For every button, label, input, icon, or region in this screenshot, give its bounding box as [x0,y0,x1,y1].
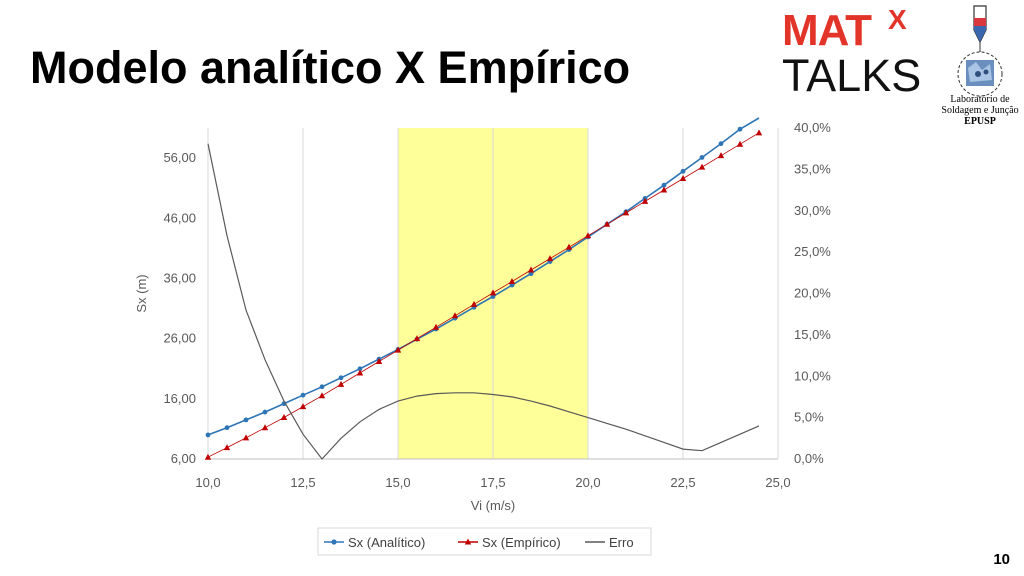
data-point-empirico [242,434,250,441]
legend-marker [464,538,472,545]
data-point-empirico [660,186,668,193]
y2-tick-label: 30,0% [794,203,831,218]
data-point-empirico [641,197,649,204]
page-number: 10 [993,551,1010,568]
data-point-empirico [565,243,573,250]
y-tick-label: 46,00 [163,210,196,225]
data-point-analitico [338,375,344,381]
data-point-empirico [223,444,231,451]
data-point-empirico [432,323,440,330]
data-point-empirico [717,152,725,159]
logo-talks-text: TALKS [782,50,922,101]
y2-tick-label: 15,0% [794,327,831,342]
y-tick-label: 16,00 [163,391,196,406]
data-point-analitico [357,366,363,372]
y-tick-label: 26,00 [163,331,196,346]
legend-marker [331,539,337,545]
y2-tick-label: 40,0% [794,120,831,135]
y-tick-label: 36,00 [163,270,196,285]
series-line-2 [207,143,760,460]
data-point-analitico [680,168,686,174]
data-point-empirico [204,453,212,460]
y2-tick-label: 5,0% [794,410,824,425]
data-point-empirico [394,346,402,353]
lab-emblem-icon [957,5,1003,97]
data-point-empirico [508,277,516,284]
legend-label: Sx (Empírico) [482,535,561,550]
data-point-empirico [261,424,269,431]
data-point-empirico [356,369,364,376]
y2-tick-label: 25,0% [794,244,831,259]
x-tick-label: 17,5 [480,475,505,490]
data-point-analitico [661,182,667,188]
matx-talks-logo: MAT X TALKS [778,4,948,102]
data-point-empirico [679,175,687,182]
data-point-analitico [737,126,743,132]
x-tick-label: 12,5 [290,475,315,490]
y2-tick-label: 0,0% [794,451,824,466]
data-point-analitico [319,384,325,390]
data-point-empirico [299,403,307,410]
data-point-empirico [375,358,383,365]
y2-tick-label: 10,0% [794,368,831,383]
y2-tick-label: 20,0% [794,286,831,301]
data-point-empirico [584,232,592,239]
data-point-analitico [243,417,249,423]
x-tick-label: 25,0 [765,475,790,490]
data-point-empirico [280,413,288,420]
x-tick-label: 22,5 [670,475,695,490]
data-point-empirico [736,140,744,147]
data-point-empirico [489,289,497,296]
data-point-empirico [698,163,706,170]
data-point-empirico [337,380,345,387]
series-line-1 [207,132,760,458]
data-point-empirico [755,129,763,136]
data-point-empirico [413,335,421,342]
lab-caption: Laboratório de Soldagem e Junção EPUSP [940,94,1020,127]
legend-label: Erro [609,535,634,550]
series-line-0 [207,117,760,436]
lab-caption-line2: Soldagem e Junção [941,105,1019,116]
data-point-analitico [262,409,268,415]
data-point-empirico [318,392,326,399]
y-axis-title: Sx (m) [134,274,149,312]
lab-caption-line3: EPUSP [964,116,996,127]
data-point-analitico [718,141,724,147]
data-point-empirico [603,220,611,227]
y-tick-label: 6,00 [171,451,196,466]
y-tick-label: 56,00 [163,150,196,165]
lab-caption-line1: Laboratório de [950,94,1010,105]
x-tick-label: 10,0 [195,475,220,490]
y2-tick-label: 35,0% [794,161,831,176]
x-axis-title: Vi (m/s) [471,498,516,513]
logo-x-text: X [888,4,907,35]
slide-title: Modelo analítico X Empírico [30,42,631,93]
data-point-analitico [300,392,306,398]
logo-mat-text: MAT [782,6,872,55]
data-point-empirico [622,209,630,216]
data-point-empirico [546,255,554,262]
data-point-empirico [451,312,459,319]
data-point-analitico [205,432,211,438]
x-tick-label: 15,0 [385,475,410,490]
data-point-analitico [699,155,705,160]
legend: Sx (Analítico) Sx (Empírico) Erro [317,527,652,556]
data-point-analitico [224,425,230,431]
data-point-empirico [527,266,535,273]
legend-label: Sx (Analítico) [348,535,425,550]
data-point-empirico [470,300,478,307]
x-tick-label: 20,0 [575,475,600,490]
